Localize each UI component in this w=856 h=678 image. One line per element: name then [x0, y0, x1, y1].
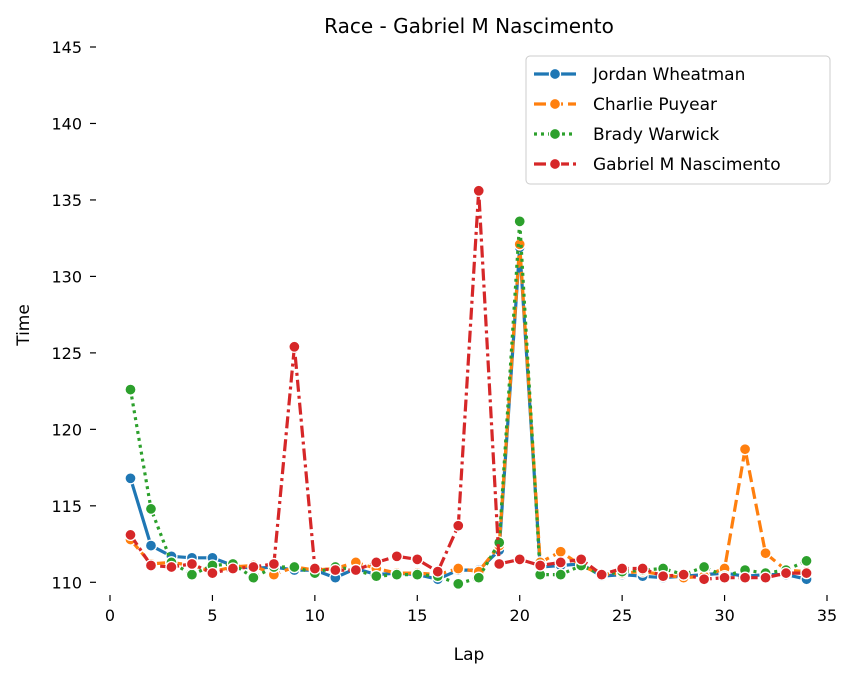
data-point	[411, 553, 424, 566]
data-point	[452, 562, 465, 575]
data-point	[431, 565, 444, 578]
data-point	[349, 563, 362, 577]
data-point	[267, 557, 281, 571]
series-jordan-wheatman	[124, 241, 813, 586]
data-point	[595, 568, 608, 581]
data-point	[288, 340, 301, 353]
legend: Jordan Wheatman Charlie Puyear Brady Warwi…	[525, 55, 831, 185]
y-tick-label: 115	[51, 497, 82, 516]
data-point	[554, 545, 567, 558]
series-brady-warwick	[124, 215, 813, 590]
legend-label: Gabriel M Nascimento	[593, 155, 781, 175]
series-gabriel-m-nascimento	[124, 184, 813, 586]
series-line	[128, 219, 808, 586]
legend-label: Charlie Puyear	[593, 95, 717, 115]
y-tick-label: 140	[51, 114, 82, 133]
data-point	[165, 560, 178, 574]
data-point	[718, 571, 731, 584]
data-point	[759, 547, 772, 560]
x-tick-label: 10	[305, 606, 325, 625]
x-tick-label: 0	[105, 606, 115, 625]
data-point	[308, 562, 322, 575]
data-point	[144, 502, 158, 516]
data-point	[247, 571, 260, 584]
data-point	[513, 215, 526, 228]
y-axis: 110 115 120 125 130 135 140 145	[51, 38, 96, 592]
data-point	[615, 562, 629, 575]
x-tick-label: 25	[612, 606, 632, 625]
data-point	[493, 557, 506, 571]
data-point	[472, 571, 485, 584]
legend-label: Jordan Wheatman	[592, 65, 745, 85]
data-point	[472, 184, 485, 197]
data-point	[554, 568, 567, 581]
y-tick-label: 125	[51, 344, 82, 363]
data-point	[697, 560, 711, 574]
data-point	[370, 556, 383, 569]
data-point	[554, 556, 567, 569]
y-tick-label: 120	[51, 420, 82, 439]
data-point	[144, 559, 158, 572]
legend-marker	[548, 67, 562, 81]
y-tick-label: 130	[51, 267, 82, 286]
data-point	[452, 577, 465, 590]
legend-marker	[548, 97, 562, 111]
data-point	[206, 566, 219, 580]
y-tick-label: 110	[51, 573, 82, 592]
x-axis: 0 5 10 15 20 25 30 35	[105, 595, 837, 625]
data-point	[697, 573, 711, 586]
data-point	[800, 554, 813, 568]
data-point	[575, 553, 588, 566]
x-tick-label: 5	[207, 606, 217, 625]
data-point	[390, 568, 403, 581]
data-point	[800, 566, 813, 580]
x-tick-label: 30	[714, 606, 734, 625]
legend-marker	[548, 127, 562, 141]
series-layer	[124, 184, 813, 590]
data-point	[390, 550, 403, 563]
data-point	[779, 566, 793, 580]
data-point	[124, 528, 137, 542]
legend-item: Brady Warwick	[534, 125, 719, 145]
data-point	[247, 560, 260, 574]
series-line	[129, 189, 807, 581]
data-point	[656, 570, 670, 583]
y-tick-label: 135	[51, 191, 82, 210]
x-tick-label: 35	[817, 606, 837, 625]
data-point	[411, 568, 424, 581]
legend-item: Gabriel M Nascimento	[534, 155, 781, 175]
data-point	[370, 570, 383, 583]
data-point	[759, 571, 772, 584]
x-tick-label: 15	[407, 606, 427, 625]
series-line	[129, 242, 807, 580]
series-charlie-puyear	[124, 238, 813, 584]
data-point	[329, 563, 342, 577]
legend-item: Jordan Wheatman	[534, 65, 745, 85]
legend-box	[525, 55, 831, 185]
chart-title: Race - Gabriel M Nascimento	[324, 14, 614, 38]
data-point	[124, 472, 137, 485]
data-point	[288, 560, 301, 574]
data-point	[636, 562, 649, 575]
data-point	[738, 443, 752, 456]
y-tick-label: 145	[51, 38, 82, 57]
data-point	[738, 571, 752, 584]
x-tick-label: 20	[510, 606, 530, 625]
data-point	[185, 568, 199, 581]
legend-item: Charlie Puyear	[534, 95, 717, 115]
y-axis-label: Time	[14, 304, 34, 347]
data-point	[513, 553, 526, 566]
legend-marker	[548, 157, 562, 171]
data-point	[124, 383, 137, 396]
data-point	[534, 559, 547, 572]
data-point	[144, 539, 158, 552]
data-point	[185, 557, 199, 571]
data-point	[226, 562, 240, 575]
series-line	[128, 245, 807, 581]
x-axis-label: Lap	[454, 645, 485, 665]
data-point	[452, 519, 465, 532]
data-point	[677, 568, 690, 581]
legend-label: Brady Warwick	[593, 125, 719, 145]
